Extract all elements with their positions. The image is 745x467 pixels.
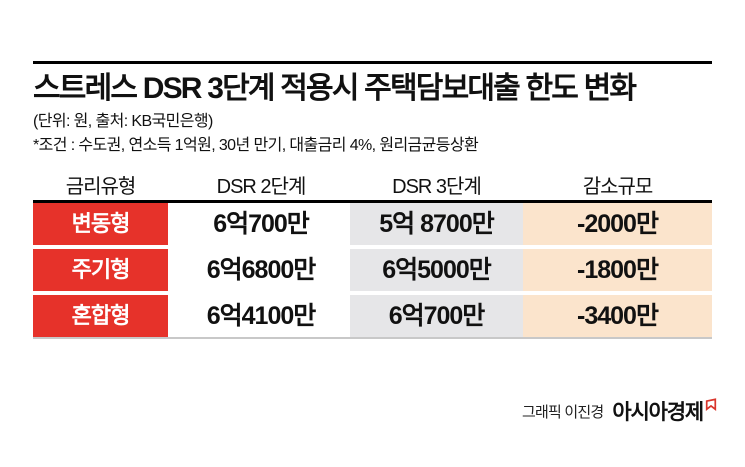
col-header-dsr2: DSR 2단계 bbox=[216, 175, 307, 198]
dsr-table: 금리유형 DSR 2단계 DSR 3단계 감소규모 변동형 6억700만 5억 … bbox=[33, 168, 712, 339]
decrease-value-cell: -1800만 bbox=[523, 249, 712, 291]
col-header-decrease: 감소규모 bbox=[582, 175, 654, 198]
asiae-logo-icon bbox=[705, 397, 717, 411]
decrease-value-cell: -3400만 bbox=[523, 295, 712, 337]
col-header-dsr3: DSR 3단계 bbox=[392, 175, 482, 198]
unit-source-note: (단위: 원, 출처: KB국민은행) bbox=[33, 113, 213, 130]
col-header-rate-type: 금리유형 bbox=[65, 175, 137, 198]
table-row: 혼합형 6억4100만 6억700만 -3400만 bbox=[33, 295, 712, 337]
page-title: 스트레스 DSR 3단계 적용시 주택담보대출 한도 변화 bbox=[33, 72, 637, 105]
table-row: 주기형 6억6800만 6억5000만 -1800만 bbox=[33, 249, 712, 291]
decrease-value-cell: -2000만 bbox=[523, 203, 712, 245]
rate-type-cell: 변동형 bbox=[33, 203, 168, 245]
dsr3-value-cell: 6억5000만 bbox=[350, 249, 523, 291]
table-row: 변동형 6억700만 5억 8700만 -2000만 bbox=[33, 203, 712, 245]
dsr3-value-cell: 6억700만 bbox=[350, 295, 523, 337]
condition-note: *조건 : 수도권, 연소득 1억원, 30년 만기, 대출금리 4%, 원리금… bbox=[33, 137, 479, 154]
brand-name: 아시아경제 bbox=[612, 401, 704, 424]
top-rule bbox=[33, 61, 712, 64]
dsr3-value-cell: 5억 8700만 bbox=[350, 203, 523, 245]
rate-type-cell: 혼합형 bbox=[33, 295, 168, 337]
dsr2-value-cell: 6억4100만 bbox=[172, 295, 350, 337]
table-header-row: 금리유형 DSR 2단계 DSR 3단계 감소규모 bbox=[33, 168, 712, 203]
credit-line: 그래픽 이진경 아시아경제 bbox=[522, 396, 717, 426]
rate-type-cell: 주기형 bbox=[33, 249, 168, 291]
graphic-author: 그래픽 이진경 bbox=[522, 403, 604, 421]
dsr2-value-cell: 6억700만 bbox=[172, 203, 350, 245]
dsr2-value-cell: 6억6800만 bbox=[172, 249, 350, 291]
